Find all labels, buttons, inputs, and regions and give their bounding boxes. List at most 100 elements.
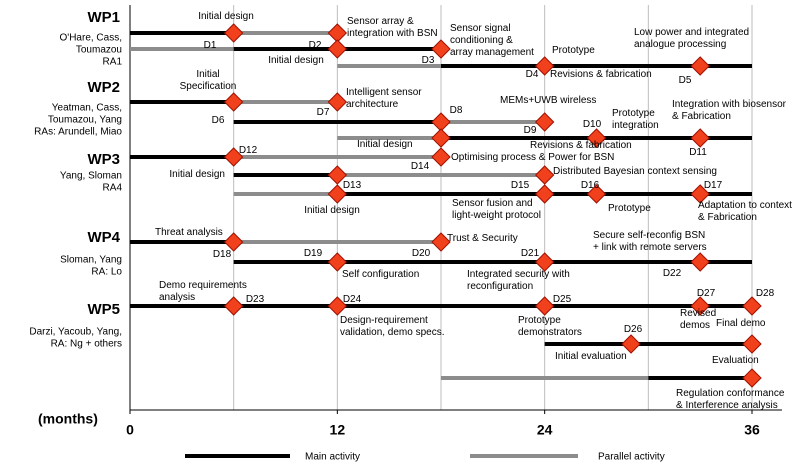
milestone (690, 296, 710, 316)
annotation-line: integration (612, 120, 659, 131)
wp-people: Toumazou (76, 45, 122, 56)
annotation-line: Integrated security with (467, 269, 570, 280)
annotation: Sensor array & integration with BSN (347, 16, 438, 39)
annotation: D15 (511, 180, 530, 191)
milestone (690, 252, 710, 272)
annotation: D14 (411, 161, 430, 172)
milestone (327, 252, 348, 272)
annotation-line: D11 (689, 147, 707, 158)
annotation: Demo requirements analysis (159, 280, 247, 303)
wp-people: O'Hare, Cass, (60, 33, 122, 44)
annotation-line: Self configuration (342, 269, 419, 280)
annotation-line: D24 (343, 294, 362, 305)
annotation-line: array management (450, 47, 534, 58)
annotation: D2 (309, 40, 322, 51)
annotation: D3 (422, 55, 435, 66)
wp-people: Sloman, Yang (60, 255, 122, 266)
annotation: Initial evaluation (555, 351, 627, 362)
annotation-line: Revisions & fabrication (550, 69, 652, 80)
annotation-line: demos (680, 320, 710, 331)
annotation: Revised demos (680, 308, 716, 331)
annotation-line: integration with BSN (347, 28, 438, 39)
annotation-line: Prototype (612, 108, 655, 119)
annotation-line: D22 (663, 268, 682, 279)
milestone (223, 23, 244, 43)
annotation-line: analogue processing (634, 39, 726, 50)
annotation: Evaluation (712, 355, 759, 366)
annotation: D5 (679, 75, 692, 86)
axis-label: (months) (38, 411, 98, 427)
wp-title: WP3 (87, 151, 120, 168)
annotation-line: Sensor array & (347, 16, 414, 27)
wp-people: Yeatman, Cass, (52, 103, 122, 114)
annotation-line: D28 (756, 288, 775, 299)
annotation: Initial design (268, 55, 324, 66)
annotation: Final demo (716, 318, 766, 329)
annotation-line: D5 (679, 75, 692, 86)
annotation: Initial Specification (180, 69, 237, 92)
annotation: D26 (624, 324, 643, 335)
annotation-line: D6 (212, 115, 225, 126)
annotation-line: Regulation conformance (676, 388, 785, 399)
annotation-line: D15 (511, 180, 530, 191)
milestone (586, 128, 607, 148)
annotation-line: Initial design (198, 11, 254, 22)
annotation: D21 (521, 248, 540, 259)
milestone (327, 184, 348, 204)
annotation: D20 (412, 248, 431, 259)
annotation-line: Revisions & fabrication (530, 140, 632, 151)
milestone (327, 39, 348, 59)
annotation-line: demonstrators (518, 327, 582, 338)
milestone (534, 165, 555, 185)
annotation-line: D1 (204, 40, 217, 51)
annotation-line: Optimising process & Power for BSN (451, 152, 614, 163)
annotation-line: & Interference analysis (676, 400, 778, 411)
annotation: Trust & Security (447, 233, 518, 244)
annotation: D11 (689, 147, 707, 158)
wp-people: RA: Lo (91, 267, 122, 278)
legend-label: Parallel activity (598, 452, 665, 463)
annotation-line: Specification (180, 81, 237, 92)
annotation-line: Sensor fusion and (452, 198, 533, 209)
annotation: Sensor fusion and light-weight protocol (452, 198, 541, 221)
x-tick-label: 24 (537, 422, 553, 438)
annotation-line: D9 (524, 125, 537, 136)
milestone (534, 252, 555, 272)
milestone (431, 39, 451, 59)
wp-title: WP5 (87, 301, 120, 318)
annotation-line: D23 (246, 294, 265, 305)
milestone (223, 232, 244, 252)
annotation: Sensor signal conditioning & array managem… (450, 23, 534, 58)
annotation: D13 (343, 180, 362, 191)
milestone (742, 368, 762, 388)
wp-people: RA1 (103, 57, 123, 68)
annotation-line: Prototype (608, 203, 651, 214)
annotation: Integrated security with reconfiguration (467, 269, 570, 292)
annotation: D28 (756, 288, 775, 299)
annotation: Regulation conformance & Interference ana… (676, 388, 785, 411)
annotation-line: Demo requirements (159, 280, 247, 291)
annotation: D6 (212, 115, 225, 126)
annotation-line: + link with remote servers (593, 242, 707, 253)
annotation-line: D8 (450, 105, 463, 116)
annotation-line: Initial design (304, 205, 360, 216)
annotation: D7 (317, 107, 330, 118)
annotation-line: Prototype (552, 45, 595, 56)
annotation: D4 (526, 69, 539, 80)
annotation: Initial design (169, 169, 225, 180)
milestone (431, 232, 451, 252)
wp-title: WP4 (87, 229, 120, 246)
annotation-line: D13 (343, 180, 362, 191)
milestone (534, 112, 555, 132)
annotation-line: Trust & Security (447, 233, 518, 244)
annotation: D17 (704, 180, 723, 191)
annotation: Initial design (198, 11, 254, 22)
milestone (690, 184, 710, 204)
milestone (742, 296, 762, 316)
annotation-line: & Fabrication (698, 212, 757, 223)
annotation: Integration with biosensor & Fabrication (672, 99, 787, 122)
annotation-line: D27 (697, 288, 716, 299)
annotation-line: D16 (581, 180, 600, 191)
annotation-line: D21 (521, 248, 540, 259)
annotation: Optimising process & Power for BSN (451, 152, 614, 163)
